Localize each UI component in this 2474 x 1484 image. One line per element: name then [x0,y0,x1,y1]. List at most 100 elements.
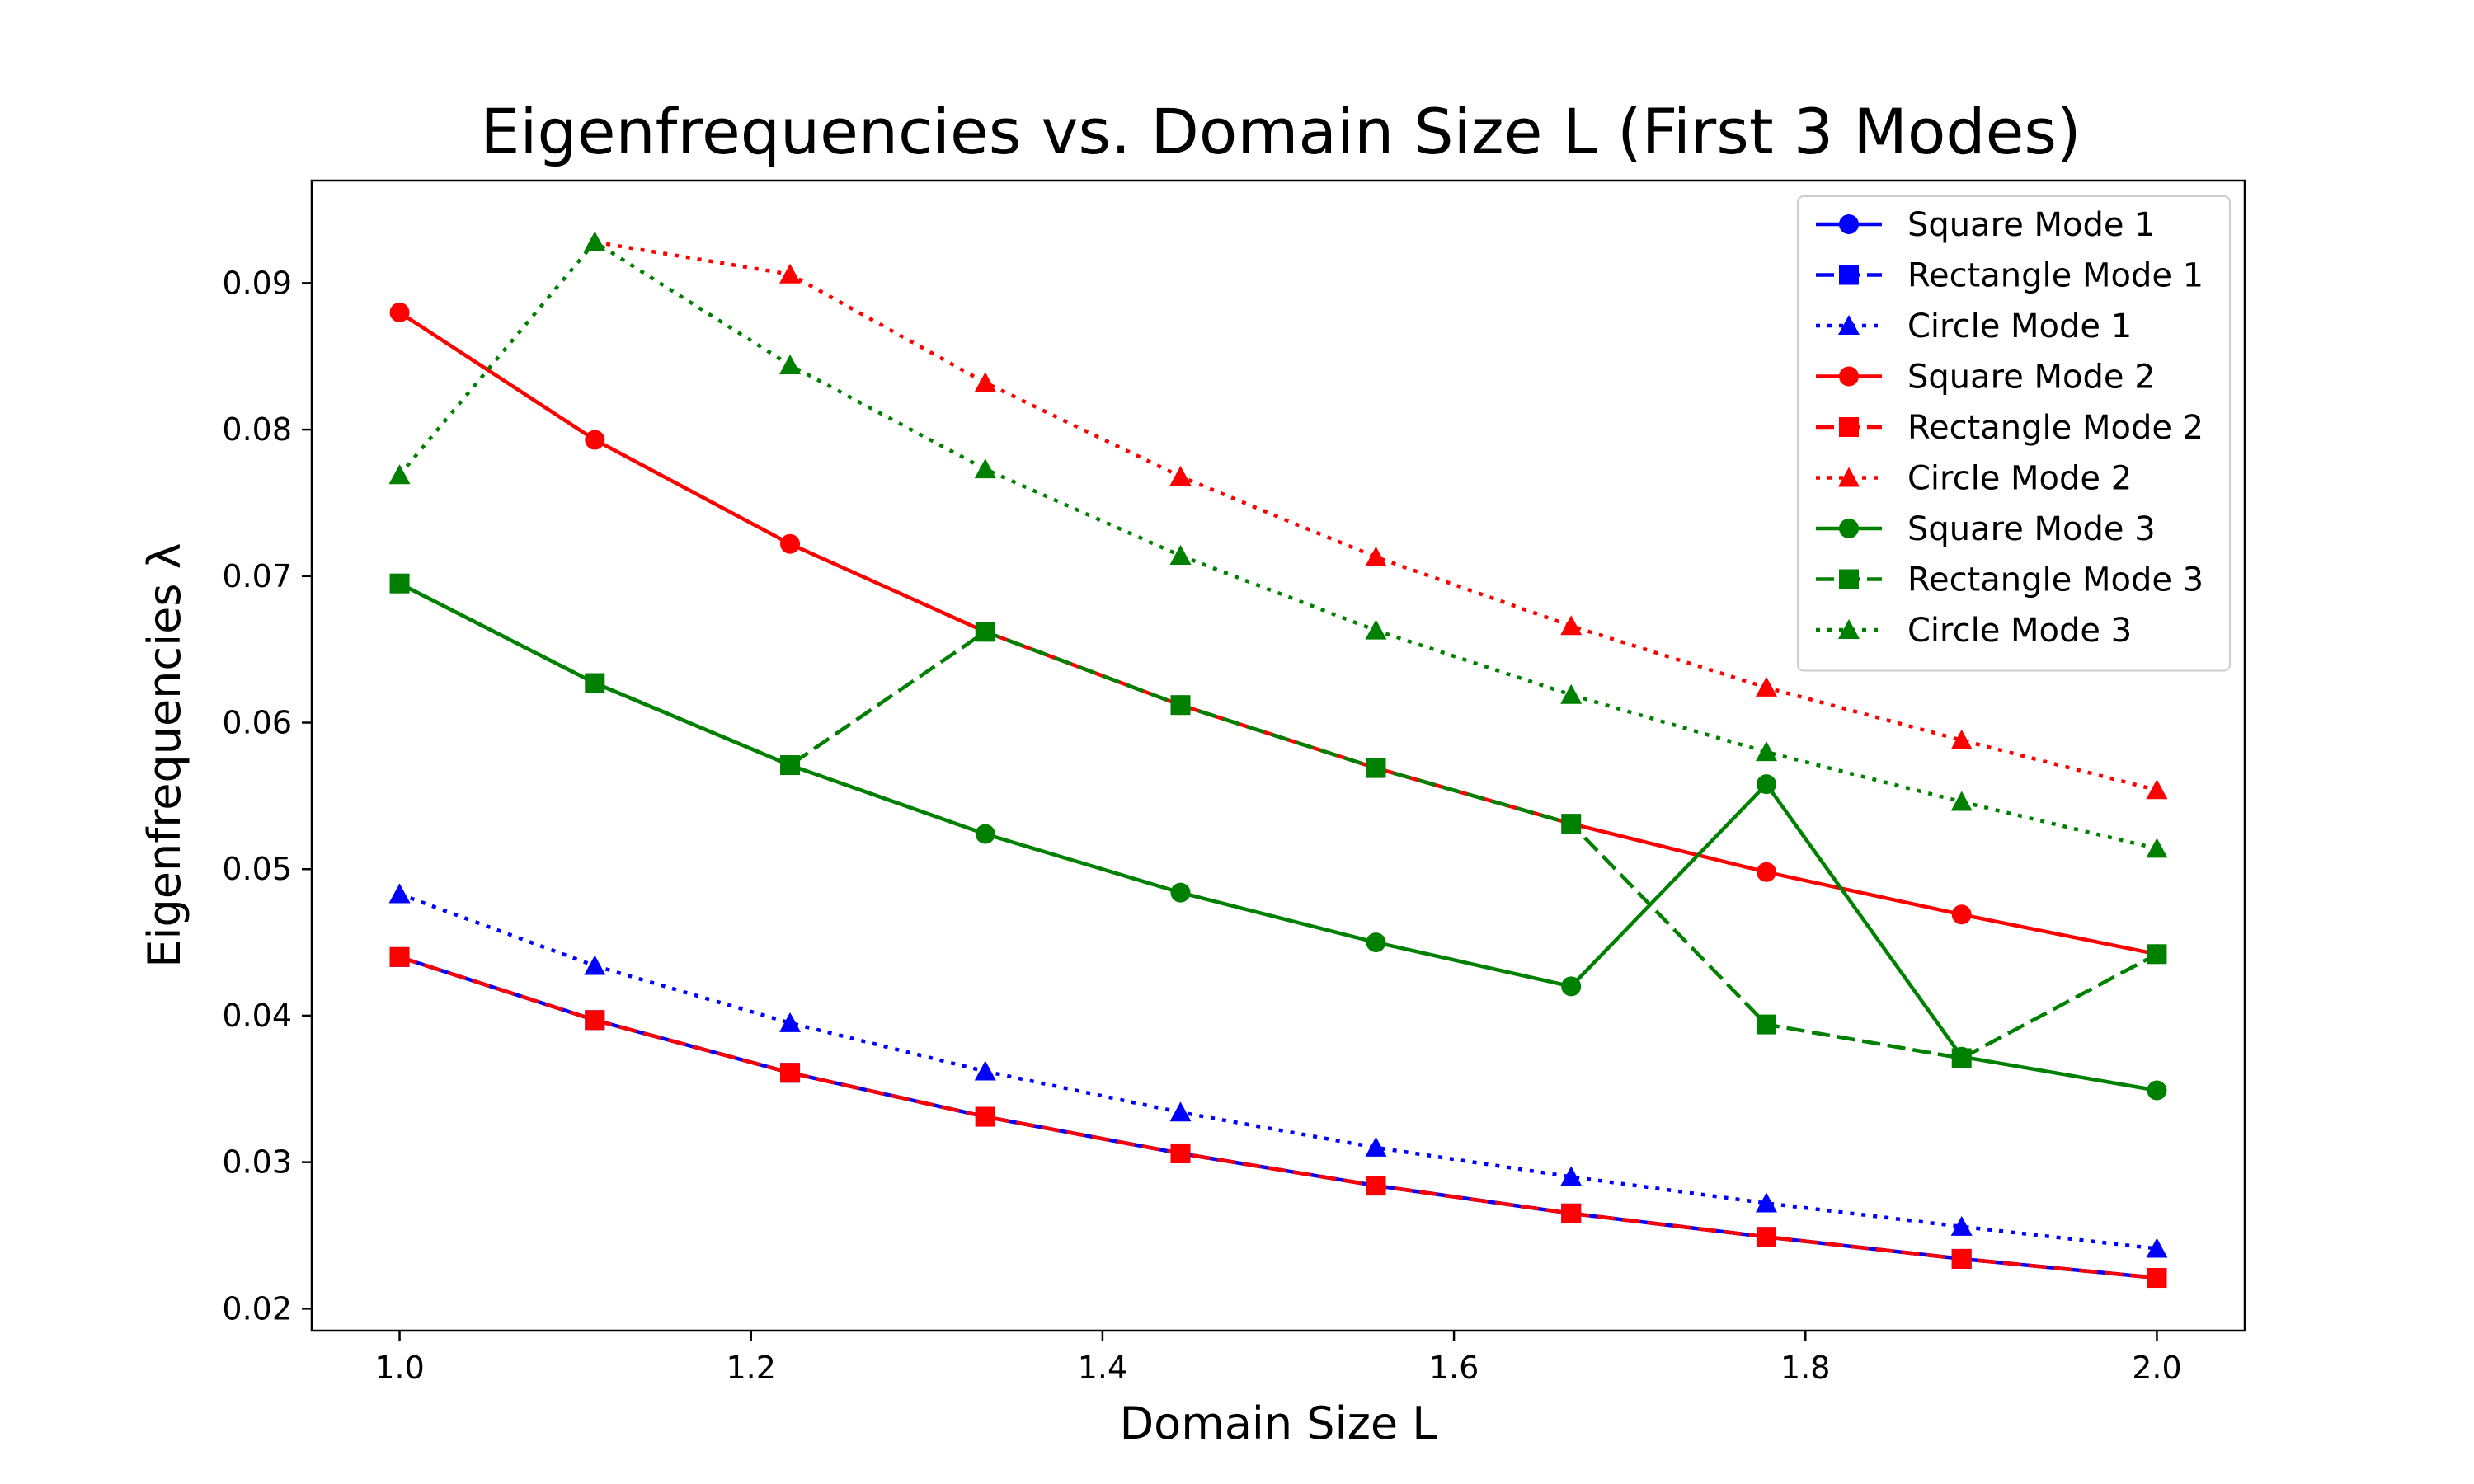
data-point-rectangle-mode-3 [1756,1014,1776,1035]
data-point-rectangle-mode-3 [1561,814,1582,834]
data-point-rectangle-mode-2 [2147,1268,2167,1289]
data-point-rectangle-mode-3 [389,573,410,594]
data-point-circle-mode-1 [2146,1237,2168,1258]
data-point-rectangle-mode-2 [389,946,410,967]
data-point-circle-mode-3 [1365,619,1387,640]
legend-item-circle-mode-1: Circle Mode 1 [1816,308,2132,345]
data-point-circle-mode-3 [1560,683,1583,704]
legend-item-square-mode-3: Square Mode 3 [1816,510,2156,548]
y-tick-label: 0.05 [222,851,292,887]
data-point-square-mode-2 [585,430,605,450]
legend-label: Circle Mode 2 [1907,460,2132,498]
y-tick-label: 0.07 [222,558,292,594]
data-point-circle-mode-2 [1950,729,1973,749]
data-point-circle-mode-1 [974,1060,996,1081]
data-point-circle-mode-2 [2146,779,2168,800]
data-point-square-mode-2 [1951,904,1972,925]
series-line-rectangle-mode-2 [398,955,2157,1280]
legend-label: Circle Mode 3 [1907,612,2132,650]
data-point-square-mode-3 [975,824,995,844]
legend-item-rectangle-mode-1: Rectangle Mode 1 [1816,257,2204,295]
legend-item-circle-mode-2: Circle Mode 2 [1816,460,2132,498]
data-point-circle-mode-1 [1755,1192,1777,1213]
data-point-circle-mode-1 [1365,1136,1387,1157]
legend-item-circle-mode-3: Circle Mode 3 [1816,612,2132,650]
data-point-circle-mode-1 [1950,1215,1973,1236]
y-tick-label: 0.09 [222,265,292,301]
legend-marker [1838,619,1860,640]
legend-marker [1839,569,1859,589]
data-point-circle-mode-3 [1755,741,1777,762]
data-point-circle-mode-2 [1560,615,1583,636]
data-point-rectangle-mode-2 [1951,1248,1972,1269]
data-point-square-mode-2 [1756,862,1776,882]
data-point-circle-mode-2 [974,372,996,392]
series-line-circle-mode-3 [397,240,2158,851]
data-point-rectangle-mode-3 [1366,758,1386,778]
series-line-rectangle-mode-3 [398,581,2158,1060]
data-point-circle-mode-3 [584,231,606,251]
data-point-circle-mode-3 [1950,791,1973,811]
x-tick-label: 1.4 [1078,1350,1127,1386]
legend-item-square-mode-2: Square Mode 2 [1816,359,2156,397]
legend-label: Square Mode 2 [1907,359,2156,397]
legend-marker [1839,214,1859,234]
y-tick-label: 0.02 [222,1290,292,1327]
legend-box [1797,195,2231,672]
legend-label: Rectangle Mode 2 [1907,409,2204,447]
y-axis-label: Eigenfrequencies λ [139,542,190,967]
legend-marker [1839,366,1859,387]
series-line-circle-mode-1 [398,892,2157,1251]
data-point-square-mode-2 [389,302,410,322]
data-point-square-mode-3 [1561,976,1582,997]
legend-item-rectangle-mode-3: Rectangle Mode 3 [1816,561,2204,599]
data-point-rectangle-mode-2 [1756,1227,1776,1247]
legend-marker [1839,417,1859,437]
data-point-rectangle-mode-2 [975,1106,995,1127]
y-tick-label: 0.08 [222,411,292,448]
data-point-square-mode-2 [780,533,801,554]
data-point-circle-mode-2 [779,263,802,284]
x-tick-label: 2.0 [2132,1350,2181,1386]
legend-marker [1839,519,1859,538]
data-point-circle-mode-2 [1169,465,1192,486]
data-point-circle-mode-1 [388,883,411,904]
x-tick-label: 1.0 [374,1350,424,1386]
data-point-circle-mode-3 [1169,544,1192,565]
y-axis: 0.02 0.03 0.04 0.05 0.06 0.07 0.08 0.09 [222,265,312,1327]
data-point-circle-mode-1 [584,955,606,975]
data-point-rectangle-mode-2 [1170,1143,1191,1163]
data-point-circle-mode-1 [1560,1166,1583,1186]
legend-marker [1839,265,1859,285]
data-point-circle-mode-2 [1755,676,1777,697]
data-point-circle-mode-3 [2146,838,2168,858]
data-point-rectangle-mode-3 [780,755,801,776]
chart-title: Eigenfrequencies vs. Domain Size L (Firs… [480,95,2081,168]
x-axis-label: Domain Size L [1120,1397,1437,1449]
data-point-circle-mode-3 [388,464,411,485]
data-point-square-mode-3 [2147,1080,2167,1101]
data-point-rectangle-mode-3 [2147,944,2167,965]
legend-label: Rectangle Mode 3 [1907,561,2204,599]
series-lines [397,240,2158,1280]
legend-label: Circle Mode 1 [1907,308,2132,345]
data-point-rectangle-mode-3 [1170,695,1191,716]
data-point-circle-mode-2 [1365,546,1387,566]
data-point-circle-mode-1 [779,1012,802,1032]
x-tick-label: 1.2 [727,1350,776,1386]
data-point-rectangle-mode-2 [585,1010,605,1031]
data-point-circle-mode-3 [779,354,802,374]
data-point-square-mode-3 [1756,774,1776,795]
legend-marker [1838,315,1860,336]
y-tick-label: 0.04 [222,998,292,1034]
y-tick-label: 0.03 [222,1144,292,1181]
legend-item-square-mode-1: Square Mode 1 [1816,206,2156,244]
x-tick-label: 1.6 [1429,1350,1479,1386]
series-markers [388,231,2168,1289]
legend-label: Square Mode 1 [1907,206,2156,244]
data-point-square-mode-3 [1366,932,1386,953]
data-point-rectangle-mode-2 [1561,1203,1582,1223]
series-line-square-mode-3 [398,581,2157,1092]
x-tick-label: 1.8 [1780,1350,1830,1386]
